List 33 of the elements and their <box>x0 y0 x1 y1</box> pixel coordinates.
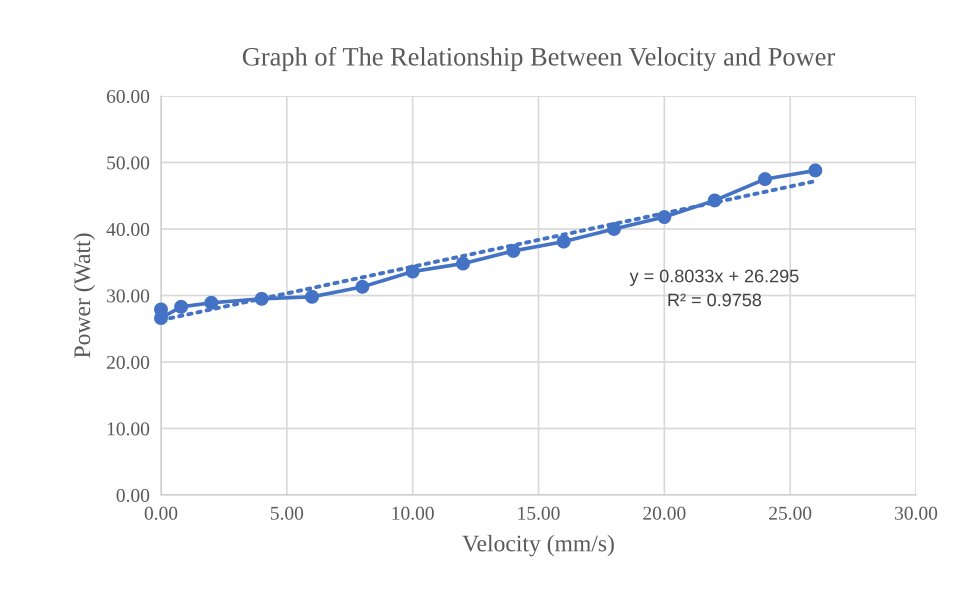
point <box>456 256 470 271</box>
x-tick-label: 15.00 <box>518 506 560 520</box>
point <box>708 193 722 208</box>
point <box>406 264 420 279</box>
chart-title: Graph of The Relationship Between Velocity and Power <box>242 46 835 72</box>
annotation: R² = 0.9758 <box>668 294 762 306</box>
x-tick-label: 30.00 <box>895 506 938 520</box>
y-tick-label: 20.00 <box>106 356 150 370</box>
x-tick-label: 0.00 <box>144 506 178 520</box>
point <box>657 210 672 224</box>
y-tick-label: 0.00 <box>116 488 150 502</box>
point <box>355 280 370 294</box>
point <box>254 292 269 306</box>
point <box>607 222 621 236</box>
point <box>305 290 319 304</box>
point <box>758 172 772 186</box>
y-tick-label: 10.00 <box>108 422 150 436</box>
x-tick-label: 20.00 <box>643 506 686 520</box>
point <box>556 234 571 249</box>
point <box>506 244 520 258</box>
annotation: y = 0.8033x + 26.295 <box>630 270 798 286</box>
point <box>204 296 218 310</box>
y-tick-label: 40.00 <box>106 222 150 236</box>
y-tick-label: 30.00 <box>107 289 150 303</box>
point <box>808 164 822 178</box>
x-tick-label: 10.00 <box>392 506 434 520</box>
x-axis-title: Velocity (mm/s) <box>462 534 614 556</box>
point <box>174 300 188 314</box>
x-tick-label: 5.00 <box>270 506 304 520</box>
y-axis-title: Power (Watt) <box>74 234 96 358</box>
y-tick-label: 50.00 <box>107 156 150 170</box>
y-tick-label: 60.00 <box>106 90 150 104</box>
x-tick-label: 25.00 <box>769 506 812 520</box>
